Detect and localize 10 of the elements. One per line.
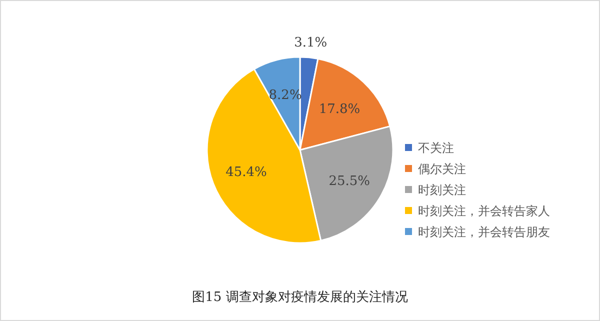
legend-label: 时刻关注，并会转告朋友 <box>418 225 550 239</box>
legend-label: 偶尔关注 <box>418 162 466 176</box>
data-label: 25.5% <box>328 174 370 189</box>
text: 图15 调查对象对疫情发展的关注情况 <box>192 290 408 305</box>
legend-label: 不关注 <box>418 141 454 155</box>
data-label: 3.1% <box>294 36 328 51</box>
data-label: 45.4% <box>226 164 267 180</box>
data-label: 17.8% <box>318 102 360 117</box>
legend-label: 时刻关注 <box>418 183 466 197</box>
legend-label: 时刻关注，并会转告家人 <box>418 204 550 218</box>
